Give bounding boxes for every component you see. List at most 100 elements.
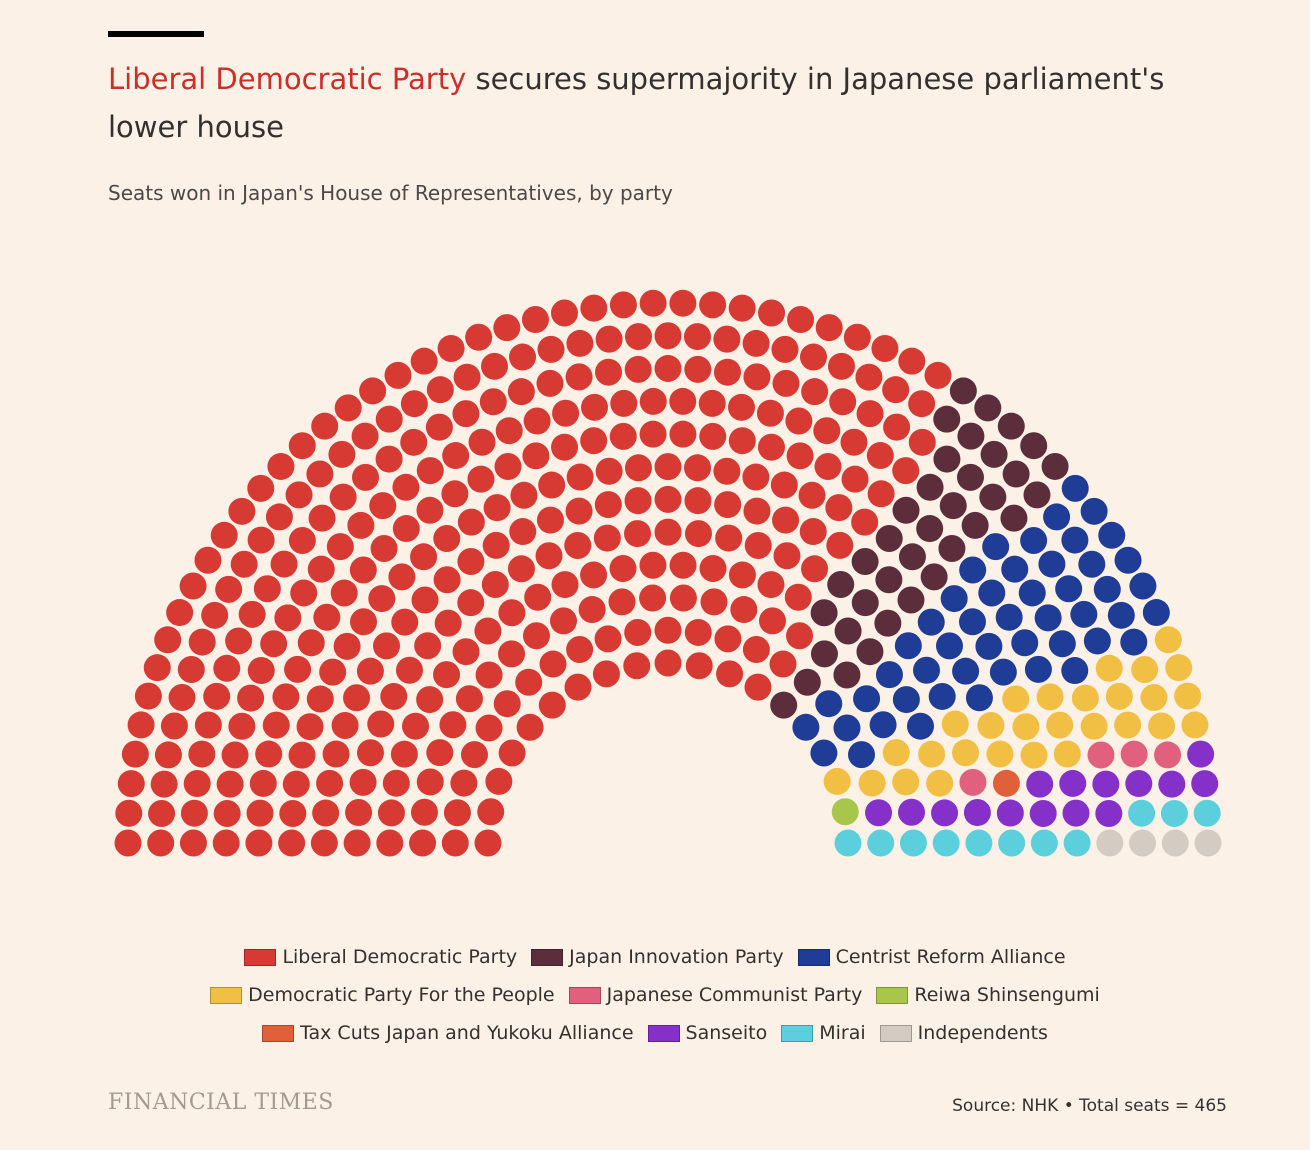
seat	[654, 354, 682, 382]
seat	[639, 387, 667, 415]
seat	[523, 407, 551, 435]
seat	[359, 377, 387, 405]
legend-swatch	[797, 948, 830, 966]
seat	[524, 583, 552, 611]
seat	[592, 660, 620, 688]
seat	[166, 599, 194, 627]
legend-label: Tax Cuts Japan and Yukoku Alliance	[300, 1022, 634, 1044]
seat	[452, 638, 480, 666]
seat	[410, 798, 438, 826]
seat	[869, 711, 897, 739]
seat	[180, 799, 208, 827]
seat	[410, 543, 438, 571]
seat	[1043, 503, 1071, 531]
seat	[188, 740, 216, 768]
seat	[931, 799, 959, 827]
seat	[799, 518, 827, 546]
seat	[856, 400, 884, 428]
seat	[352, 463, 380, 491]
seat	[786, 442, 814, 470]
seat	[437, 334, 465, 362]
seat	[798, 481, 826, 509]
seat	[356, 657, 384, 685]
seat	[941, 710, 969, 738]
seat	[787, 306, 815, 334]
seat	[728, 561, 756, 589]
seat	[715, 524, 743, 552]
seat	[595, 457, 623, 485]
seat	[1187, 740, 1215, 768]
seat	[742, 463, 770, 491]
seat	[535, 542, 563, 570]
seat	[485, 767, 513, 795]
seat	[475, 714, 503, 742]
seat	[183, 770, 211, 798]
seat	[1165, 654, 1193, 682]
seat	[426, 739, 454, 767]
seat	[333, 632, 361, 660]
seat	[402, 712, 430, 740]
legend-label: Japanese Communist Party	[606, 984, 863, 1006]
seat	[851, 548, 879, 576]
seat	[865, 799, 893, 827]
seat	[1078, 550, 1106, 578]
seat	[1148, 712, 1176, 740]
seat	[510, 481, 538, 509]
seat	[452, 400, 480, 428]
seat	[349, 768, 377, 796]
seat	[713, 457, 741, 485]
seat	[467, 465, 495, 493]
seat	[375, 405, 403, 433]
legend-swatch	[879, 1024, 912, 1042]
seat	[549, 607, 577, 635]
seat	[551, 571, 579, 599]
seat	[952, 739, 980, 767]
seat	[168, 684, 196, 712]
seat	[1071, 684, 1099, 712]
seat	[481, 352, 509, 380]
seat	[1002, 685, 1030, 713]
seat	[1023, 481, 1051, 509]
seat	[395, 656, 423, 684]
seat	[624, 454, 652, 482]
seat	[416, 496, 444, 524]
seat	[278, 829, 306, 857]
seat	[892, 686, 920, 714]
seat	[312, 799, 340, 827]
seat	[319, 658, 347, 686]
seat	[367, 710, 395, 738]
seat	[453, 363, 481, 391]
seat	[347, 511, 375, 539]
legend-label: Japan Innovation Party	[569, 946, 784, 968]
seat	[1095, 654, 1123, 682]
seat	[743, 497, 771, 525]
seat	[509, 343, 537, 371]
legend-swatch	[781, 1024, 814, 1042]
seat	[810, 640, 838, 668]
seat	[770, 691, 798, 719]
title-highlight: Liberal Democratic Party	[108, 62, 467, 96]
seat	[995, 603, 1023, 631]
seat	[1087, 741, 1115, 769]
seat	[509, 518, 537, 546]
seat	[457, 548, 485, 576]
seat	[1154, 626, 1182, 654]
seat	[935, 632, 963, 660]
seat	[892, 768, 920, 796]
seat	[114, 829, 142, 857]
seat	[288, 527, 316, 555]
legend-swatch	[210, 986, 243, 1004]
seat	[433, 661, 461, 689]
seat	[744, 673, 772, 701]
legend-label: Centrist Reform Alliance	[835, 946, 1066, 968]
seat	[228, 712, 256, 740]
seat	[784, 583, 812, 611]
seat	[989, 658, 1017, 686]
seat	[565, 363, 593, 391]
seat	[623, 652, 651, 680]
seat	[871, 334, 899, 362]
seat	[1194, 829, 1222, 857]
seat	[698, 389, 726, 417]
seat	[594, 491, 622, 519]
seat	[134, 682, 162, 710]
